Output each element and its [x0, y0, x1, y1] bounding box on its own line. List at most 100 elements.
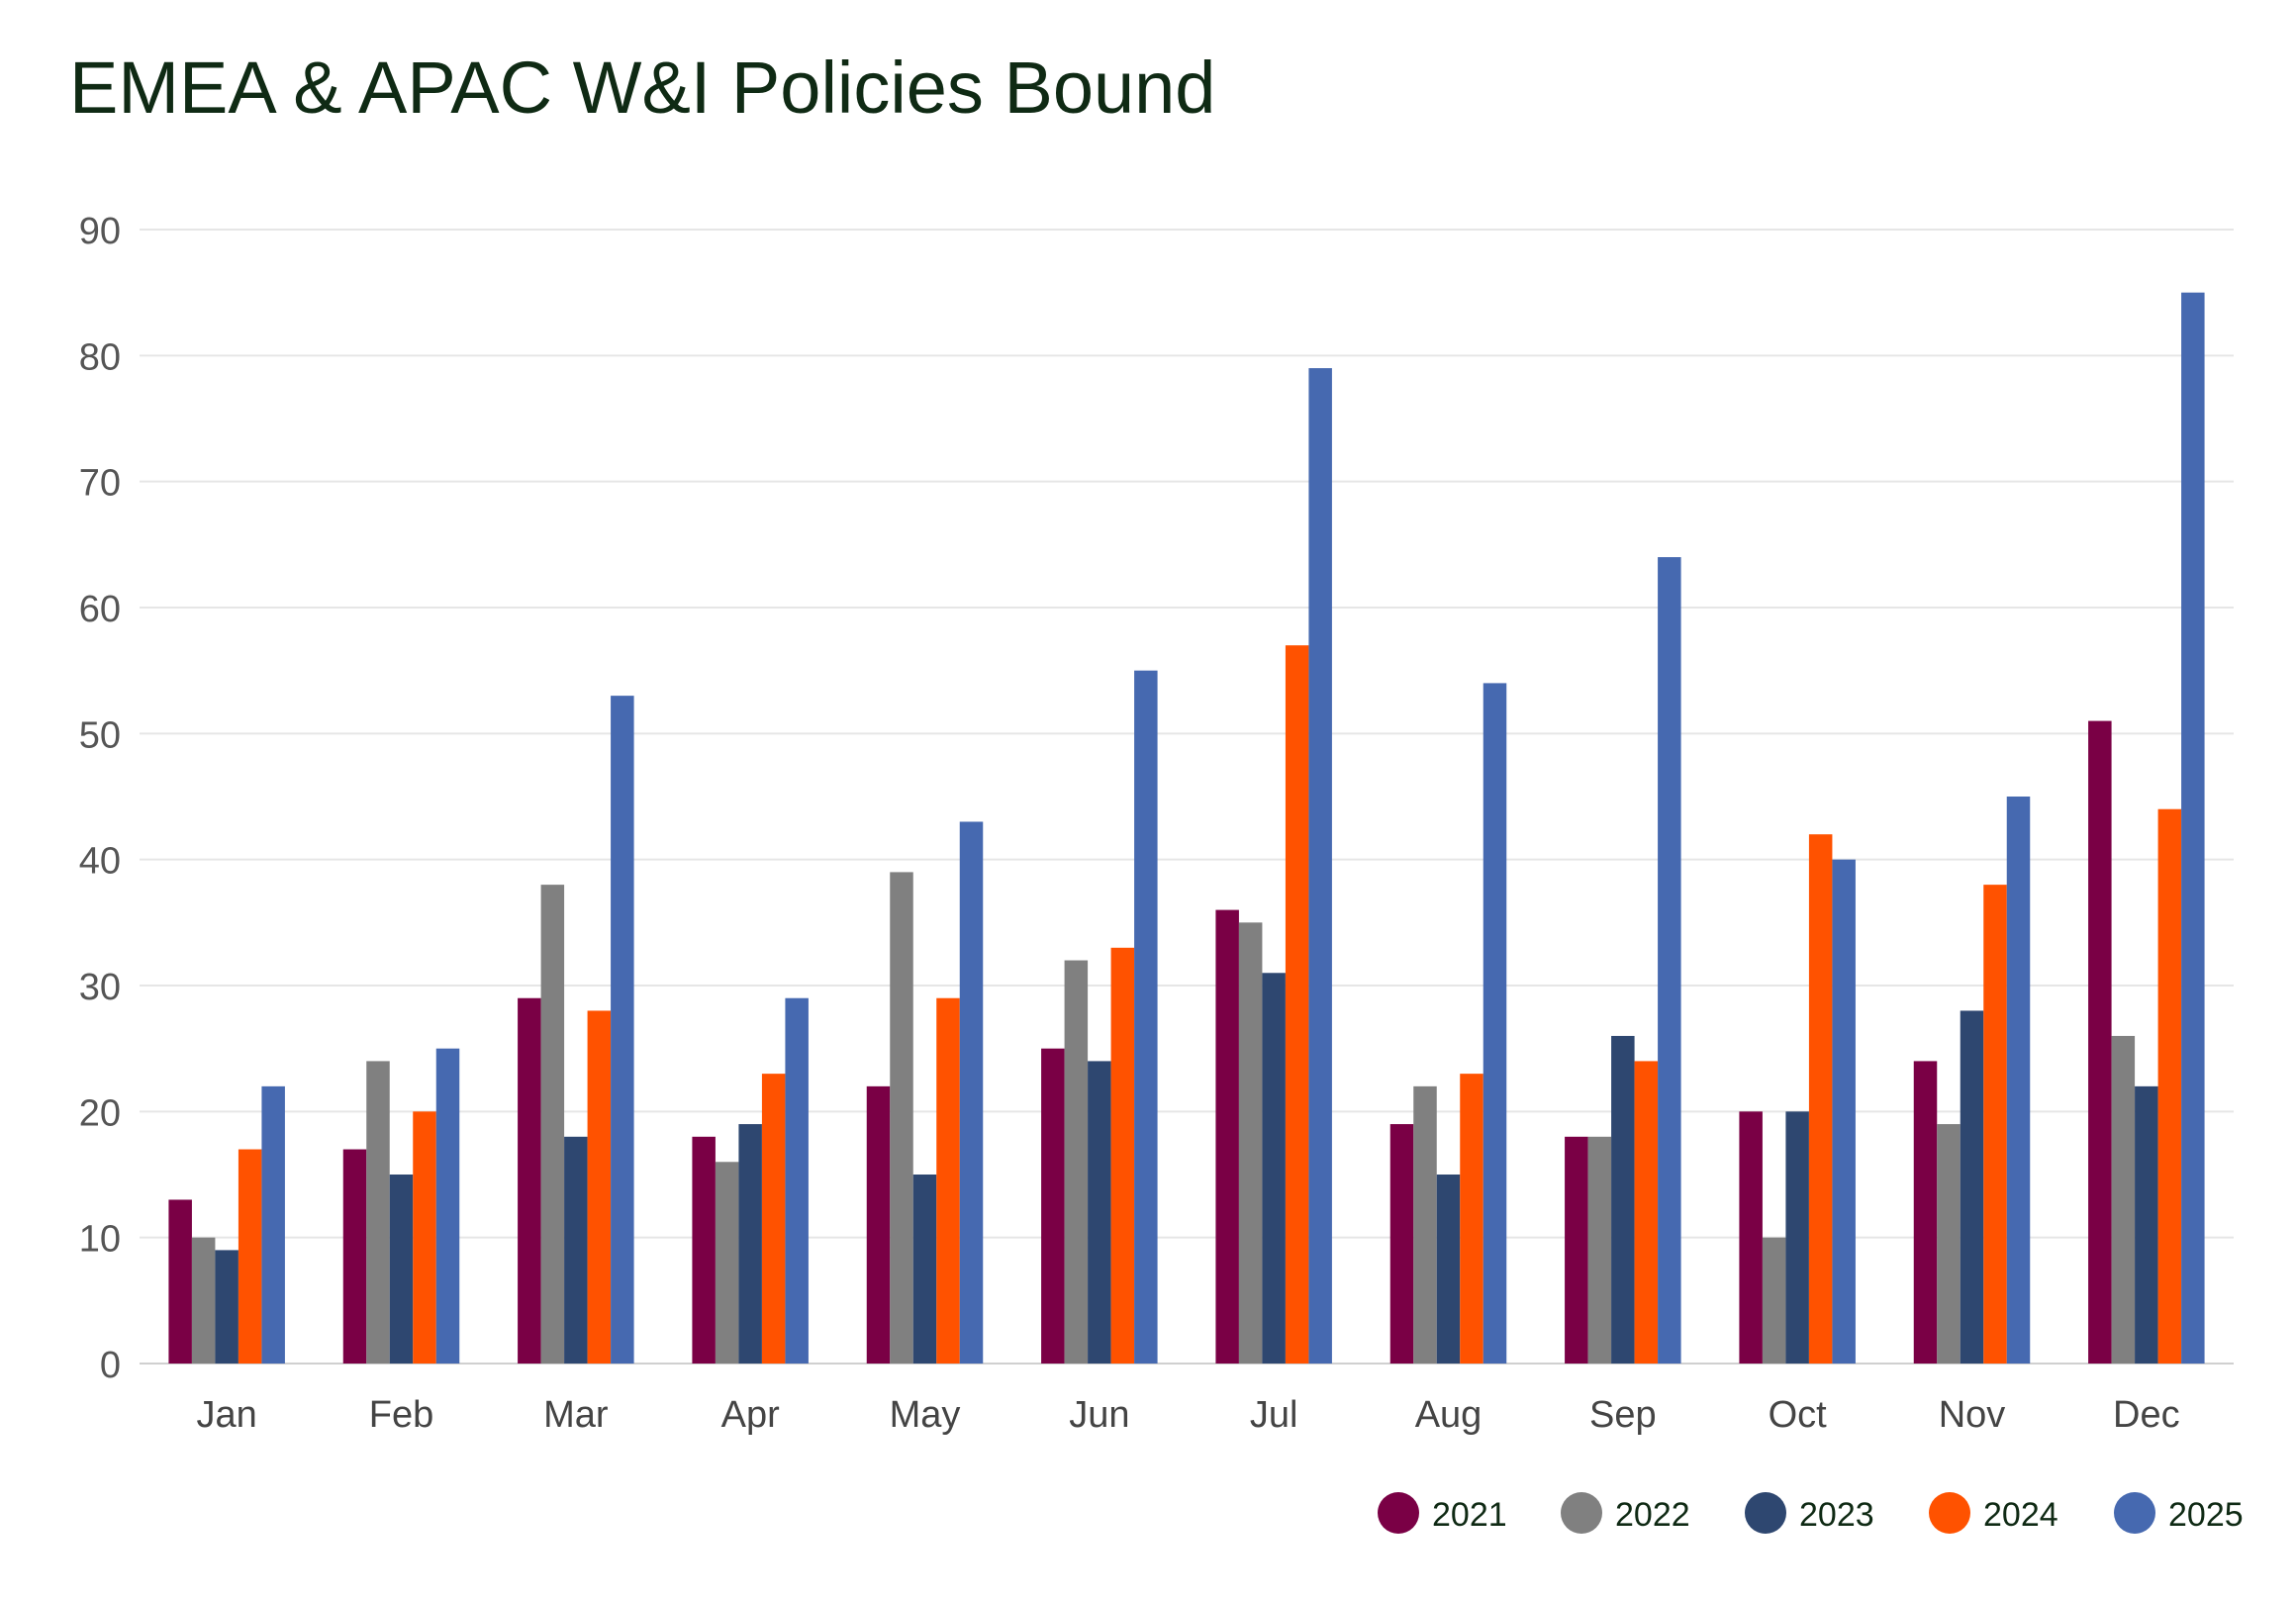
legend-label: 2021	[1432, 1496, 1507, 1534]
bar-2023-Jun	[1088, 1061, 1111, 1364]
bar-2022-Aug	[1413, 1085, 1437, 1364]
bar-2024-Oct	[1808, 834, 1833, 1364]
legend-item-2024: 2024	[1929, 1492, 2058, 1534]
bar-2021-Dec	[2088, 720, 2112, 1364]
bar-2021-Jun	[1041, 1048, 1065, 1364]
x-tick-label: May	[890, 1394, 961, 1436]
bar-2022-Dec	[2111, 1035, 2136, 1364]
legend-swatch-icon	[1378, 1492, 1419, 1534]
y-tick-label: 90	[79, 211, 121, 252]
x-tick-label: Aug	[1415, 1394, 1483, 1436]
bar-2024-Dec	[2157, 808, 2182, 1364]
bar-2025-Feb	[435, 1048, 460, 1364]
x-tick-label: Oct	[1769, 1394, 1828, 1436]
x-tick-label: Apr	[721, 1394, 780, 1436]
y-tick-label: 70	[79, 463, 121, 505]
bar-2025-Sep	[1658, 557, 1681, 1364]
bar-2023-Aug	[1436, 1175, 1461, 1364]
bar-2021-Aug	[1389, 1124, 1414, 1364]
bar-2022-Sep	[1587, 1136, 1612, 1364]
bar-2021-Nov	[1913, 1061, 1938, 1364]
bar-2022-Nov	[1937, 1124, 1961, 1364]
bar-2022-May	[890, 872, 913, 1364]
bar-2023-May	[912, 1175, 937, 1364]
legend-swatch-icon	[1929, 1492, 1970, 1534]
bar-2023-Oct	[1785, 1111, 1809, 1364]
y-tick-label: 10	[79, 1219, 121, 1261]
legend-item-2025: 2025	[2114, 1492, 2244, 1534]
legend-label: 2025	[2168, 1496, 2244, 1534]
bar-2021-Feb	[342, 1149, 367, 1364]
bar-2025-May	[959, 821, 984, 1364]
bar-2023-Feb	[389, 1175, 414, 1364]
bar-2024-Sep	[1634, 1061, 1659, 1364]
legend-swatch-icon	[1745, 1492, 1786, 1534]
gridlines	[140, 229, 2234, 1365]
legend-label: 2023	[1799, 1496, 1874, 1534]
bar-2024-Aug	[1460, 1074, 1483, 1364]
x-axis: Jan Feb Mar Apr May Jun Jul Aug Sep Oct Nov Dec	[197, 1394, 2180, 1436]
bar-2025-Dec	[2181, 292, 2205, 1365]
bar-2022-Jul	[1238, 922, 1263, 1364]
bar-2025-Aug	[1483, 683, 1507, 1364]
y-tick-label: 30	[79, 967, 121, 1008]
bar-2024-Mar	[587, 1010, 612, 1364]
y-tick-label: 80	[79, 336, 121, 378]
bar-2023-Jul	[1262, 973, 1286, 1364]
legend-label: 2024	[1983, 1496, 2058, 1534]
bar-2024-Jan	[238, 1149, 262, 1364]
legend-item-2021: 2021	[1378, 1492, 1507, 1534]
bar-2023-Mar	[564, 1136, 588, 1364]
bar-2022-Jan	[191, 1237, 216, 1364]
x-tick-label: Jun	[1069, 1394, 1129, 1436]
legend: 2021 2022 2023 2024 2025	[1378, 1492, 2244, 1534]
bar-2022-Oct	[1762, 1237, 1786, 1364]
bar-2024-Nov	[1983, 885, 2007, 1364]
bar-2023-Dec	[2135, 1085, 2158, 1364]
bar-2025-Jan	[261, 1085, 285, 1364]
bar-2021-Apr	[692, 1136, 716, 1364]
x-tick-label: Jan	[197, 1394, 257, 1436]
bar-2025-Jun	[1134, 670, 1158, 1364]
legend-swatch-icon	[2114, 1492, 2155, 1534]
legend-item-2022: 2022	[1561, 1492, 1690, 1534]
bar-2021-Mar	[518, 997, 541, 1364]
y-tick-label: 20	[79, 1092, 121, 1134]
x-tick-label: Dec	[2113, 1394, 2180, 1436]
x-tick-label: Feb	[369, 1394, 433, 1436]
legend-label: 2022	[1615, 1496, 1690, 1534]
bar-2021-Oct	[1739, 1111, 1763, 1364]
bars	[168, 292, 2205, 1365]
bar-2025-Jul	[1308, 368, 1332, 1365]
bar-2021-Sep	[1565, 1136, 1588, 1364]
y-tick-label: 60	[79, 589, 121, 630]
bar-2022-Jun	[1064, 960, 1089, 1364]
bar-2022-Feb	[366, 1061, 390, 1364]
bar-2025-Apr	[785, 997, 809, 1364]
bar-2024-Jul	[1285, 645, 1309, 1364]
bar-2021-Jul	[1215, 909, 1239, 1364]
bar-2025-Nov	[2006, 797, 2031, 1364]
bar-2023-Nov	[1960, 1010, 1984, 1364]
legend-item-2023: 2023	[1745, 1492, 1874, 1534]
bar-2024-Feb	[413, 1111, 436, 1364]
bar-2022-Apr	[715, 1162, 739, 1364]
y-axis: 0 10 20 30 40 50 60 70 80 90	[79, 211, 121, 1386]
x-tick-label: Sep	[1589, 1394, 1657, 1436]
legend-swatch-icon	[1561, 1492, 1602, 1534]
bar-2024-Apr	[761, 1074, 786, 1364]
bar-2023-Apr	[738, 1124, 762, 1364]
bar-2025-Oct	[1832, 859, 1856, 1364]
bar-2023-Jan	[215, 1250, 239, 1364]
x-tick-label: Nov	[1939, 1394, 2006, 1436]
y-tick-label: 0	[100, 1345, 121, 1386]
x-tick-label: Jul	[1250, 1394, 1298, 1436]
bar-2024-Jun	[1110, 947, 1135, 1364]
y-tick-label: 40	[79, 841, 121, 883]
y-tick-label: 50	[79, 714, 121, 756]
bar-2023-Sep	[1611, 1035, 1635, 1364]
bar-2025-Mar	[611, 696, 634, 1364]
chart-title: EMEA & APAC W&I Policies Bound	[69, 47, 1215, 129]
x-tick-label: Mar	[543, 1394, 609, 1436]
